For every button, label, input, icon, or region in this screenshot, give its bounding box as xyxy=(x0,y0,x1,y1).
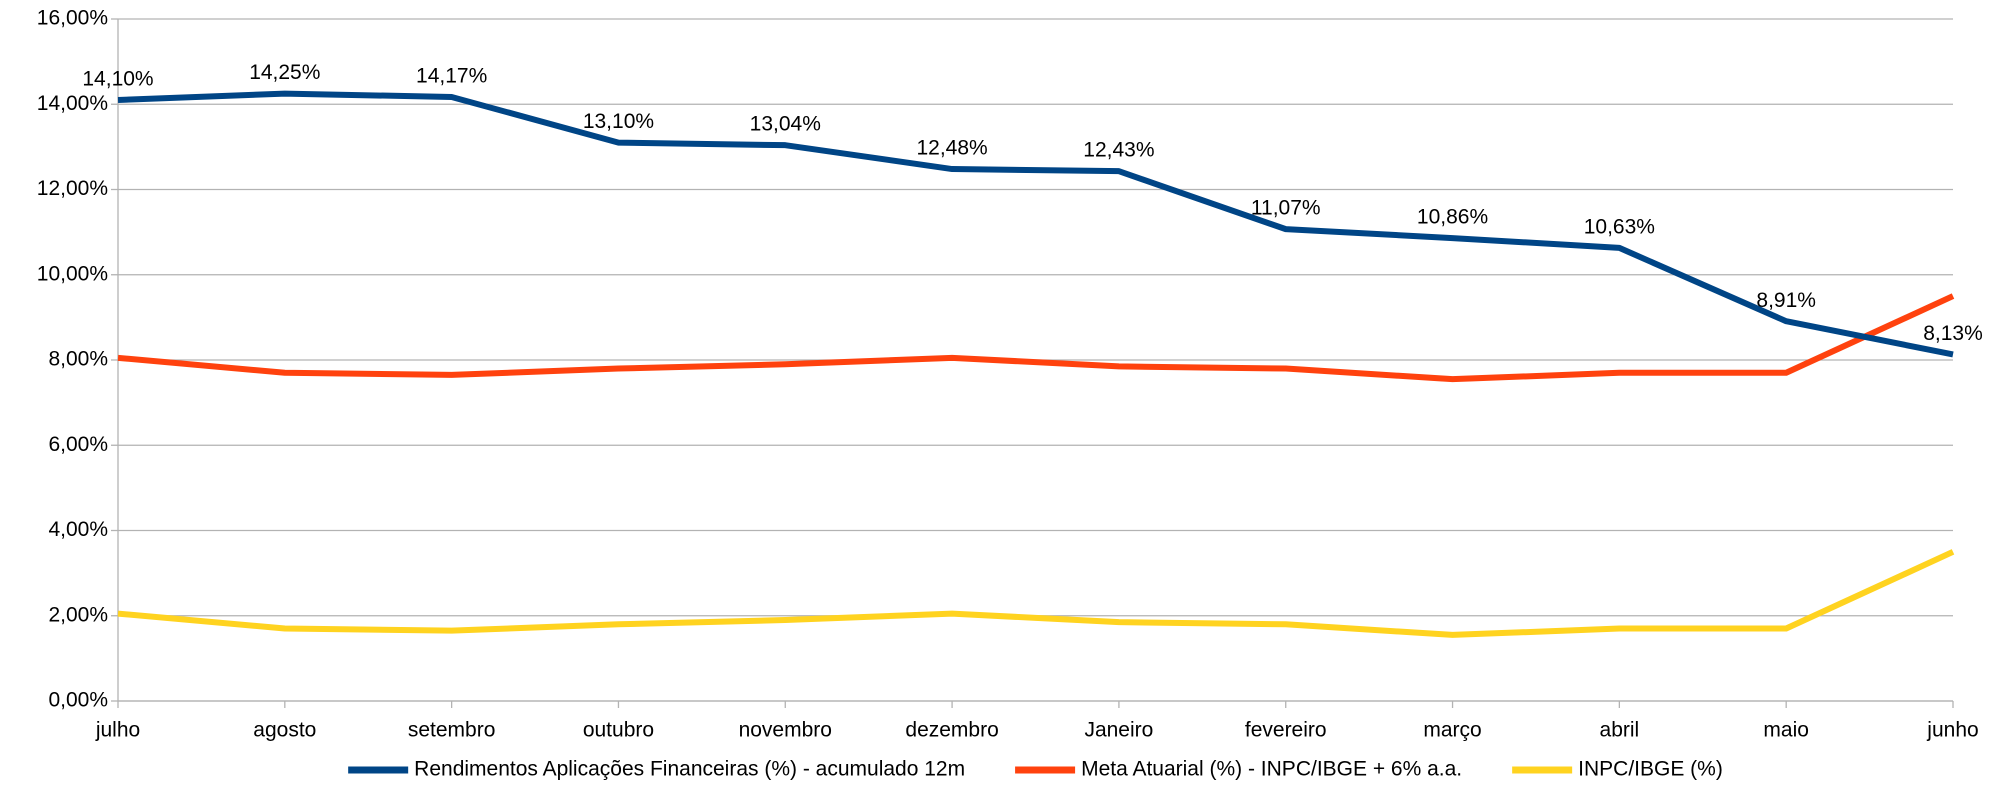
data-label: 14,25% xyxy=(249,61,320,84)
data-label: 13,04% xyxy=(750,113,821,136)
y-tick-label: 8,00% xyxy=(48,348,108,371)
series-line xyxy=(117,90,1954,358)
x-tick-label: Janeiro xyxy=(1084,719,1153,742)
x-tick-label: fevereiro xyxy=(1245,719,1327,742)
series-line xyxy=(117,293,1955,383)
data-label: 10,86% xyxy=(1417,206,1488,229)
y-tick-label: 2,00% xyxy=(48,603,108,626)
y-tick-label: 12,00% xyxy=(37,177,108,200)
data-label: 12,48% xyxy=(916,137,987,160)
y-tick-label: 4,00% xyxy=(48,518,108,541)
legend-label: Rendimentos Aplicações Financeiras (%) -… xyxy=(414,758,965,781)
data-label: 8,13% xyxy=(1923,322,1983,345)
data-label: 12,43% xyxy=(1083,139,1154,162)
y-tick-label: 16,00% xyxy=(37,7,108,30)
x-tick-label: novembro xyxy=(739,719,832,742)
x-tick-label: agosto xyxy=(253,719,316,742)
y-tick-label: 10,00% xyxy=(37,262,108,285)
data-label: 14,17% xyxy=(416,65,487,88)
data-label: 10,63% xyxy=(1584,215,1655,238)
y-tick-label: 6,00% xyxy=(48,433,108,456)
y-tick-label: 0,00% xyxy=(48,689,108,712)
data-label: 14,10% xyxy=(82,68,153,91)
x-tick-label: julho xyxy=(95,719,140,742)
x-tick-label: junho xyxy=(1926,719,1978,742)
x-tick-label: março xyxy=(1423,719,1481,742)
x-tick-label: maio xyxy=(1763,719,1809,742)
x-tick-label: dezembro xyxy=(905,719,998,742)
legend-label: Meta Atuarial (%) - INPC/IBGE + 6% a.a. xyxy=(1081,758,1462,781)
x-tick-label: setembro xyxy=(408,719,496,742)
legend-label: INPC/IBGE (%) xyxy=(1578,758,1723,781)
y-tick-label: 14,00% xyxy=(37,92,108,115)
series-line xyxy=(117,549,1955,638)
x-tick-label: outubro xyxy=(583,719,654,742)
data-label: 11,07% xyxy=(1251,197,1321,220)
x-tick-label: abril xyxy=(1600,719,1640,742)
data-label: 8,91% xyxy=(1756,289,1816,312)
legend: Rendimentos Aplicações Financeiras (%) -… xyxy=(348,758,1723,781)
data-label: 13,10% xyxy=(583,110,654,133)
